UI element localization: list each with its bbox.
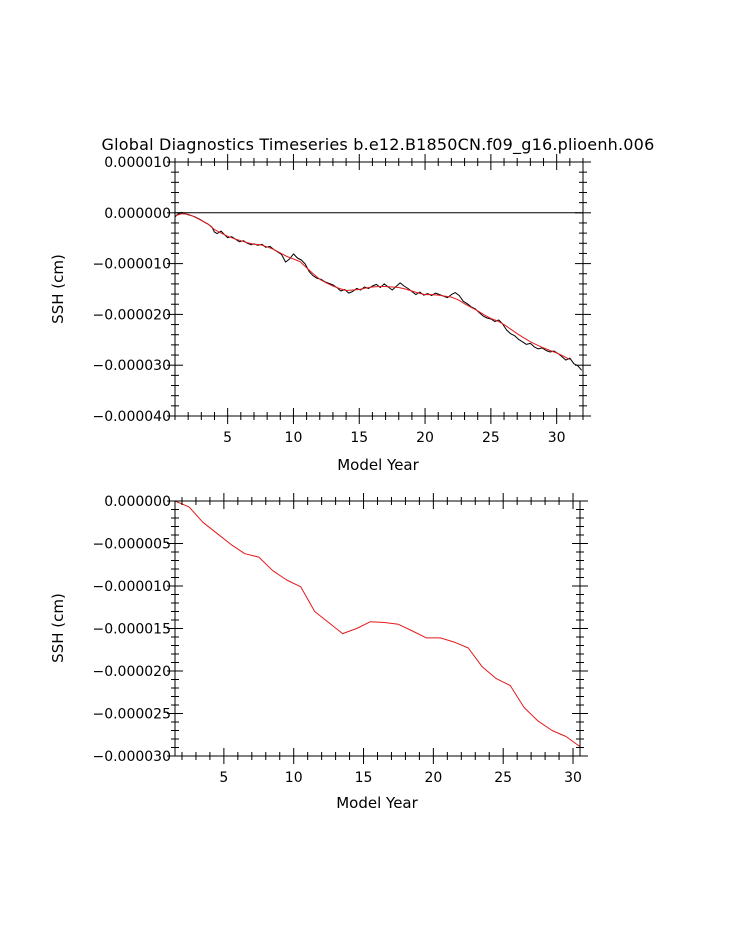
x-axis-label: Model Year (337, 456, 419, 474)
x-axis-label: Model Year (336, 794, 418, 812)
x-tick-label: 20 (424, 770, 442, 786)
axis-ticks: 5 10 15 20 25 30 0.000010 0.000000 −0.000010 −0.0… (92, 154, 591, 446)
y-tick-label: −0.000025 (92, 707, 171, 723)
y-tick-label: −0.000010 (92, 579, 171, 595)
plot-frame (174, 161, 584, 417)
plot-frame (174, 500, 581, 757)
y-axis-label: SSH (cm) (49, 593, 67, 663)
y-tick-label: −0.000030 (92, 358, 171, 374)
x-tick-label: 20 (416, 430, 434, 446)
y-tick-label: −0.000010 (92, 257, 171, 273)
y-tick-label: −0.000015 (92, 622, 171, 638)
plot-marks (174, 500, 581, 748)
y-tick-label: 0.000000 (104, 494, 171, 510)
chart-title: Global Diagnostics Timeseries b.e12.B185… (102, 135, 655, 155)
y-axis-label: SSH (cm) (49, 254, 67, 324)
x-tick-label: 10 (285, 430, 303, 446)
axis-ticks: 5 10 15 20 25 30 0.000000 −0.000005 −0.000010 −0.… (92, 493, 588, 786)
y-tick-label: −0.000040 (92, 409, 171, 425)
x-tick-label: 30 (548, 430, 566, 446)
x-tick-label: 5 (223, 430, 232, 446)
chart-panel-bottom: Model Year SSH (cm) 5 10 15 20 25 30 0.000000 −… (49, 493, 588, 812)
y-tick-label: −0.000020 (92, 307, 171, 323)
x-tick-label: 25 (482, 430, 500, 446)
y-tick-label: −0.000030 (92, 749, 171, 765)
x-tick-label: 30 (564, 770, 582, 786)
series-line-1 (174, 211, 583, 371)
series-line-1 (174, 500, 581, 748)
plot-marks (174, 211, 583, 371)
y-tick-label: −0.000020 (92, 664, 171, 680)
y-tick-label: 0.000000 (104, 206, 171, 222)
x-tick-label: 5 (219, 770, 228, 786)
y-tick-label: −0.000005 (92, 537, 171, 553)
x-tick-label: 15 (355, 770, 373, 786)
x-tick-label: 10 (285, 770, 303, 786)
chart-panel-top: Global Diagnostics Timeseries b.e12.B185… (49, 135, 654, 474)
series-line-2 (174, 213, 571, 361)
x-tick-label: 25 (494, 770, 512, 786)
x-tick-label: 15 (350, 430, 368, 446)
y-tick-label: 0.000010 (104, 155, 171, 171)
